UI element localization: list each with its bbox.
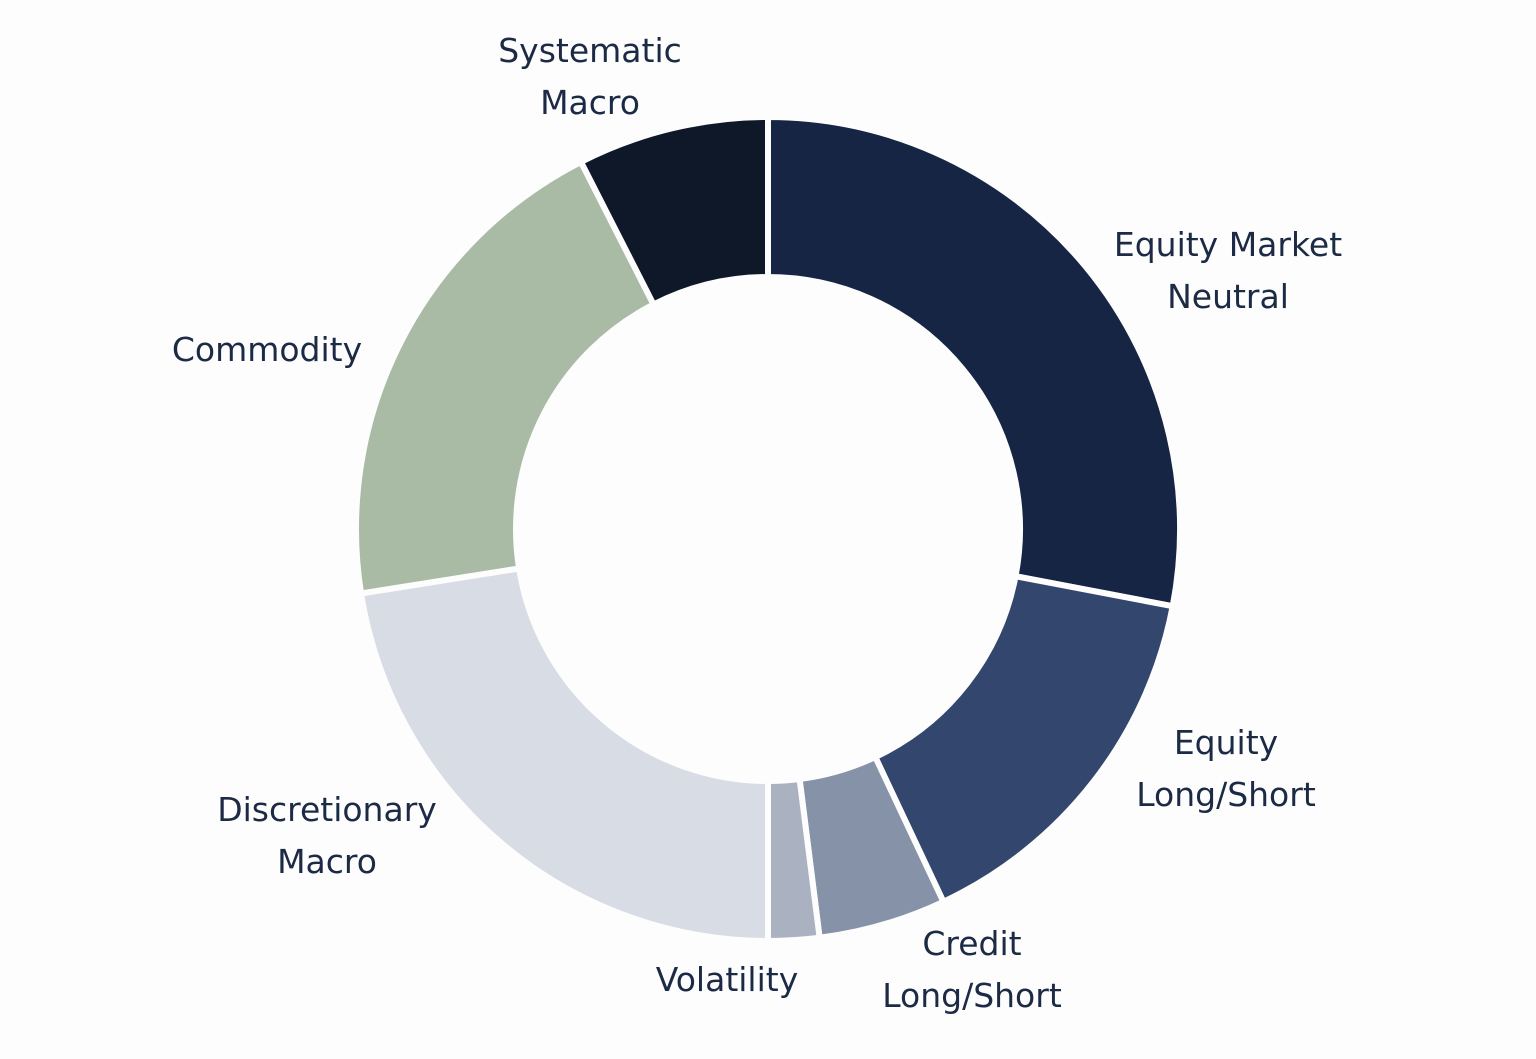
donut-slice: [357, 564, 771, 945]
donut-slice: [871, 572, 1177, 906]
donut-slice: [576, 113, 771, 309]
slice-label: Systematic Macro: [498, 31, 682, 122]
donut-slice: [765, 113, 1183, 610]
slice-label: Volatility: [655, 960, 799, 999]
slice-label: Discretionary Macro: [217, 790, 437, 881]
slice-label: Equity Market Neutral: [1113, 225, 1343, 316]
slice-label: Equity Long/Short: [1136, 723, 1316, 814]
slice-label: Commodity: [171, 330, 363, 369]
slice-label: Credit Long/Short: [882, 924, 1062, 1015]
donut-slice: [353, 157, 658, 597]
